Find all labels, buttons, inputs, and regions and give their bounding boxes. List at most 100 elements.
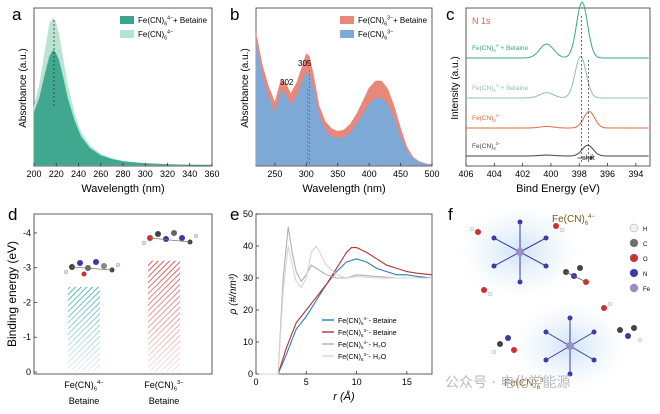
x-tick-label: 402: [515, 169, 530, 179]
xps-trace: [466, 1, 649, 59]
x-tick-label: 400: [543, 169, 558, 179]
panel-letter-c: c: [446, 5, 455, 24]
axis-xlabel: Wavelength (nm): [302, 183, 385, 195]
legend-swatch: [340, 30, 354, 38]
panel-letter-a: a: [12, 5, 22, 24]
y-tick-label: 20: [243, 305, 253, 315]
category-label: Fe(CN)64−: [64, 380, 104, 393]
category-label-2: Betaine: [69, 396, 100, 406]
x-tick-label: 15: [402, 377, 412, 387]
x-tick-label: 5: [304, 377, 309, 387]
legend-atom: [629, 268, 639, 278]
panel-letter-e: e: [230, 205, 239, 224]
peak-label: 302: [280, 78, 294, 87]
panel-b-uv-vis: 302 305 250 300 350 400 450 500 Wavelength (nm…: [240, 7, 440, 195]
xps-trace: [466, 55, 649, 99]
axis-xlabel: Wavelength (nm): [81, 183, 164, 195]
legend-atom: [629, 223, 639, 233]
legend-label: Fe(CN)63−+ Betaine: [358, 15, 428, 27]
category-label-2: Betaine: [149, 396, 180, 406]
x-tick-label: 0: [253, 377, 258, 387]
panel-d-binding-energy: 0 -1 -2 -3 -4 Fe(CN)64− Betaine Fe(CN)63− Betai…: [5, 213, 213, 406]
panel-f-solvation-structure: Fe(CN)64− Fe(CN)63− H C O N Fe: [458, 204, 651, 392]
legend-swatch: [340, 16, 354, 24]
panel-c-title: N 1s: [472, 16, 491, 26]
x-tick-label: 360: [204, 169, 219, 179]
fe-cn6-4-cluster: [469, 219, 589, 297]
y-tick-label: 10: [243, 337, 253, 347]
legend-label: Fe(CN)63−- H₂O: [338, 352, 387, 362]
legend-atom-label: N: [643, 272, 647, 278]
axis-ylabel: Intensity (a.u.): [450, 56, 461, 119]
x-tick-label: 220: [49, 169, 64, 179]
legend-atom: [629, 253, 639, 263]
y-tick-label: -1: [23, 332, 31, 342]
xps-trace: [466, 110, 649, 129]
y-tick-label: -3: [23, 263, 31, 273]
legend-swatch: [120, 16, 134, 24]
rdf-line: [256, 258, 433, 375]
x-tick-label: 280: [115, 169, 130, 179]
cluster-label-top: Fe(CN)64−: [552, 214, 595, 227]
panel-a-uv-vis: 200 220 240 260 280 300 320 340 360 Wavelength (…: [18, 7, 220, 195]
bar-fade: [148, 260, 180, 372]
trace-label: Fe(CN)64−: [472, 113, 501, 123]
x-tick-label: 200: [26, 169, 41, 179]
x-tick-label: 396: [600, 169, 615, 179]
legend-label: Fe(CN)63−: [358, 29, 393, 41]
x-tick-label: 500: [424, 169, 439, 179]
bar-fade: [68, 286, 100, 372]
trace-label: Fe(CN)63−: [472, 141, 501, 151]
x-tick-label: 398: [572, 169, 587, 179]
legend-atom-label: H: [643, 227, 647, 233]
x-tick-label: 340: [182, 169, 197, 179]
axis-ylabel: Binding energy (eV): [5, 241, 19, 347]
panel-c-xps: N 1s Fe(CN)64−+ Betaine Fe(CN)63−+ Betain…: [450, 1, 651, 195]
watermark: 公众号 · 电化学能源: [445, 375, 571, 391]
legend-label: Fe(CN)64−- H₂O: [338, 340, 387, 350]
y-tick-label: -2: [23, 297, 31, 307]
x-tick-label: 350: [330, 169, 345, 179]
axis-ylabel: ρ (#/nm³): [228, 274, 239, 316]
x-tick-label: 10: [352, 377, 362, 387]
y-tick-label: 0: [26, 367, 31, 377]
legend-swatch: [120, 30, 134, 38]
fe-cn6-3-cluster: [491, 301, 643, 377]
x-tick-label: 250: [267, 169, 282, 179]
axis-xlabel: r (Å): [333, 390, 355, 403]
panel-letter-f: f: [448, 205, 453, 224]
panel-e-rdf: 0 5 10 15 0 10 20 30 40 50 Fe(CN)64−- Betaine Fe(C…: [228, 209, 433, 403]
rdf-line: [256, 226, 432, 375]
x-tick-label: 240: [71, 169, 86, 179]
x-tick-label: 404: [487, 169, 502, 179]
x-tick-label: 260: [93, 169, 108, 179]
legend-label: Fe(CN)64−+ Betaine: [138, 15, 208, 27]
x-tick-label: 406: [458, 169, 473, 179]
molecule-sketch-2: [141, 230, 199, 246]
x-tick-label: 300: [138, 169, 153, 179]
legend-atom-label: Fe: [643, 287, 651, 293]
shift-annotation: shift: [582, 155, 595, 162]
molecule-sketch-1: [63, 259, 121, 277]
legend-atom: [629, 283, 639, 293]
legend-label: Fe(CN)64−: [138, 29, 173, 41]
trace-label: Fe(CN)64−+ Betaine: [472, 43, 529, 53]
axis-ylabel: Absorbance (a.u.): [18, 48, 29, 128]
x-tick-label: 400: [362, 169, 377, 179]
y-tick-label: 0: [248, 369, 253, 379]
area-series: [255, 43, 433, 166]
axis-ylabel: Absorbance (a.u.): [240, 48, 251, 128]
trace-label: Fe(CN)63−+ Betaine: [472, 83, 529, 93]
rdf-line: [256, 244, 432, 375]
category-label: Fe(CN)63−: [144, 380, 184, 393]
legend-label: Fe(CN)63−- Betaine: [338, 328, 397, 338]
x-tick-label: 320: [160, 169, 175, 179]
legend-atom-label: C: [643, 242, 648, 248]
panel-letter-d: d: [8, 205, 17, 224]
legend-atom-label: O: [643, 257, 648, 263]
y-tick-label: -4: [23, 228, 31, 238]
peak-label: 305: [298, 59, 312, 68]
legend-atom: [629, 238, 639, 248]
x-tick-label: 300: [299, 169, 314, 179]
